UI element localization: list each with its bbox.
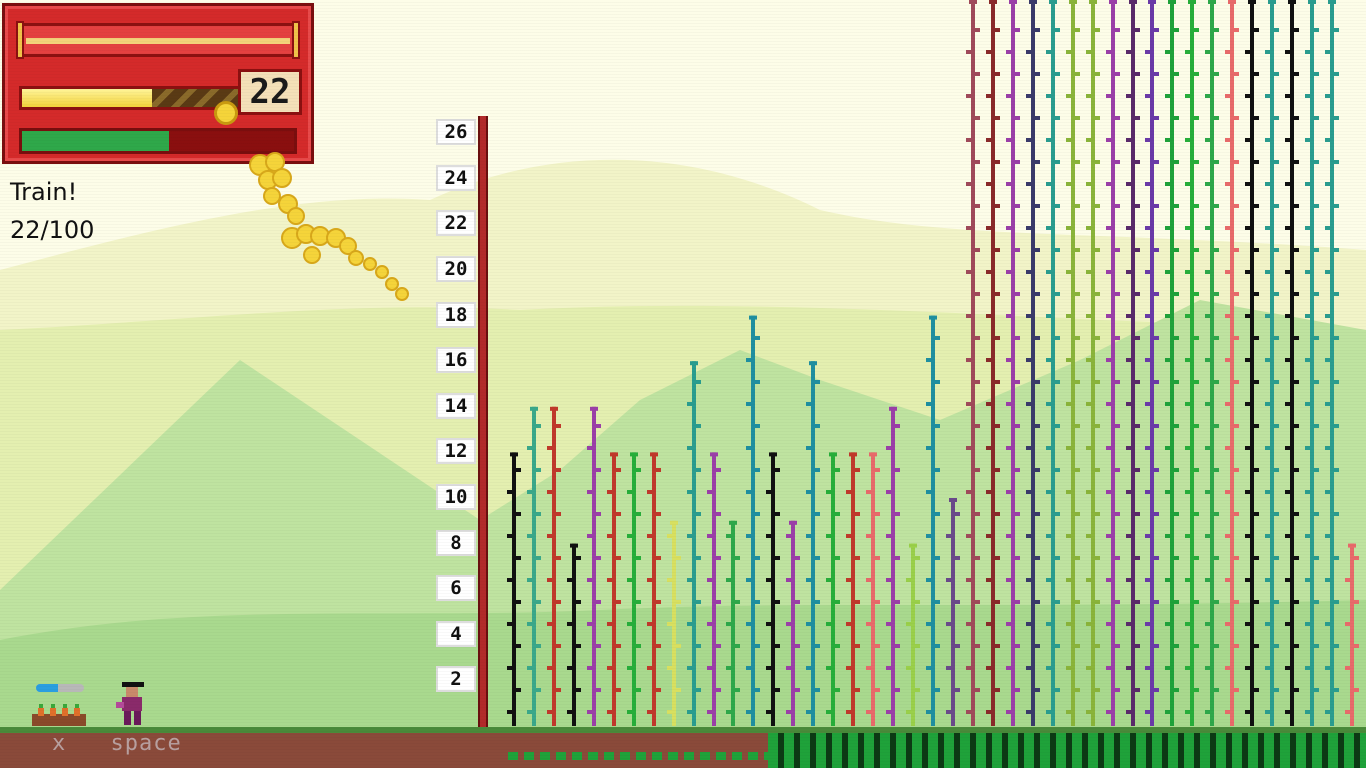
beanstalk-plant	[1126, 0, 1140, 726]
beanstalk-plant	[1245, 0, 1259, 726]
ruler-tick-24: 24	[436, 164, 476, 191]
beanstalk-plant	[1345, 543, 1359, 726]
beanstalk-plant	[786, 520, 800, 726]
beanstalk-plant	[1066, 0, 1080, 726]
beanstalk-plant	[726, 520, 740, 726]
ruler-tick-16: 16	[436, 347, 476, 374]
beanstalk-plant	[547, 406, 561, 726]
beanstalk-plant	[866, 452, 880, 726]
beanstalk-plant	[826, 452, 840, 726]
experience-bar	[19, 86, 241, 110]
health-bar	[19, 128, 297, 154]
seed-row	[508, 752, 768, 760]
beanstalk-plant	[966, 0, 980, 726]
ruler-tick-6: 6	[436, 575, 476, 602]
ruler-pole	[478, 116, 488, 728]
task-label: Train!	[10, 178, 78, 206]
ruler-tick-14: 14	[436, 392, 476, 419]
planted-plot	[768, 733, 1366, 768]
ruler-tick-4: 4	[436, 620, 476, 647]
coin-count: 22	[249, 72, 291, 112]
beanstalk-plant	[1165, 0, 1179, 726]
beanstalk-plant	[707, 452, 721, 726]
banner-stripe	[26, 38, 290, 44]
beanstalk-plant	[627, 452, 641, 726]
control-hints: x space	[52, 731, 212, 756]
beanstalk-plant	[766, 452, 780, 726]
beanstalk-plant	[1325, 0, 1339, 726]
falling-coins	[249, 152, 409, 301]
beanstalk-plant	[647, 452, 661, 726]
beanstalk-plant	[1046, 0, 1060, 726]
health-fill	[22, 131, 169, 151]
coin-icon	[214, 101, 238, 125]
stamina-fill	[36, 684, 58, 692]
beanstalk-plant	[567, 543, 581, 726]
beanstalk-plant	[886, 406, 900, 726]
ruler-tick-22: 22	[436, 210, 476, 237]
beanstalk-plant	[1205, 0, 1219, 726]
beanstalk-plant	[1086, 0, 1100, 726]
ruler-tick-18: 18	[436, 301, 476, 328]
beanstalk-plant	[986, 0, 1000, 726]
beanstalk-plant	[926, 315, 940, 726]
beanstalk-plant	[607, 452, 621, 726]
beanstalk-plant	[1106, 0, 1120, 726]
beanstalk-plant	[906, 543, 920, 726]
ruler-tick-12: 12	[436, 438, 476, 465]
beanstalk-plant	[1225, 0, 1239, 726]
farmer-character	[116, 682, 144, 725]
beanstalk-plant	[946, 498, 960, 726]
ruler-tick-20: 20	[436, 256, 476, 282]
progress-counter: 22/100	[10, 216, 95, 244]
beanstalk-plant	[1006, 0, 1020, 726]
beanstalk-plant	[1265, 0, 1279, 726]
carrot-basket-icon	[32, 704, 86, 726]
stamina-bar	[36, 684, 84, 692]
beanstalk-plant	[746, 315, 760, 726]
beanstalk-plant	[587, 406, 601, 726]
beanstalk-plant	[1305, 0, 1319, 726]
ruler-tick-8: 8	[436, 529, 476, 556]
beanstalk-plant	[846, 452, 860, 726]
ruler-tick-26: 26	[436, 119, 476, 146]
key-hint-x: x	[52, 731, 67, 756]
experience-fill	[22, 89, 152, 107]
experience-empty	[151, 89, 238, 107]
ruler-tick-2: 2	[436, 666, 476, 693]
beanstalk-plant	[1145, 0, 1159, 726]
beanstalk-plant	[1285, 0, 1299, 726]
status-panel: 22	[2, 3, 314, 164]
beanstalk-plant	[687, 361, 701, 726]
beanstalk-plant	[1026, 0, 1040, 726]
banner-cap-right	[292, 21, 300, 59]
banner-cap-left	[16, 21, 24, 59]
beanstalk-plant	[527, 406, 541, 726]
ruler-tick-10: 10	[436, 484, 476, 510]
scroll-banner	[16, 21, 300, 59]
coin-counter: 22	[238, 69, 302, 115]
beanstalk-plant	[507, 452, 521, 726]
beanstalk-plant	[1185, 0, 1199, 726]
key-hint-space: space	[110, 731, 182, 756]
beanstalk-plant	[806, 361, 820, 726]
grass-strip	[0, 727, 1366, 733]
beanstalk-plant	[667, 520, 681, 726]
